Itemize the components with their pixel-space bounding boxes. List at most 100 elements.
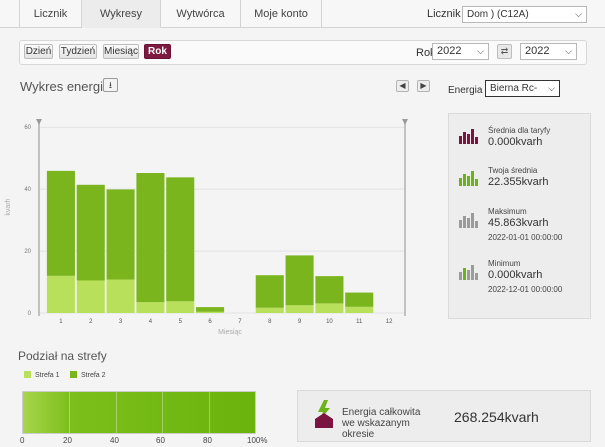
bar-zone2-11 [345,292,374,307]
energy-label: Energia [448,85,483,96]
range-handle-left-cap [36,119,42,125]
legend-swatch [24,371,31,378]
y-axis-label: kvarh [5,198,12,215]
y-tick-label: 0 [28,311,32,317]
y-tick-label: 20 [24,249,31,255]
legend-zone-1: Strefa 1 [24,371,60,379]
tab-moje-konto[interactable]: Moje konto [241,0,322,28]
arrow-left-icon[interactable]: ◀ [396,80,409,92]
chart-bars [46,170,374,313]
stat-date: 2022-01-01 00:00:00 [488,233,563,242]
x-tick-label: 11 [356,319,363,325]
zones-title: Podział na strefy [18,349,107,363]
bar-zone1-2 [76,280,105,313]
period-button-month[interactable]: Miesiąc [103,44,139,59]
stat-title: Twoja średnia [488,166,538,175]
x-axis-label: Miesiąc [218,329,242,336]
legend-label: Strefa 2 [81,372,106,379]
zone-tick: 40 [110,436,119,445]
bar-zone1-11 [345,306,374,313]
stats-panel: Średnia dla taryfy 0.000kvarh Twoja śred… [448,113,591,319]
year-from-select[interactable]: 2022 ⌵ [432,43,489,60]
period-button-year[interactable]: Rok [144,44,171,59]
house-energy-icon [315,400,333,428]
bar-zone1-1 [46,275,75,313]
swap-icon[interactable]: ⇄ [497,44,512,59]
year-from-value: 2022 [437,45,462,57]
energy-type-select[interactable]: Bierna Rc- ⌵ [485,80,560,97]
stat-value: 22.355kvarh [488,176,549,188]
zone-tick: 80 [203,436,212,445]
zone-bar-gridline [116,392,117,433]
stat-value: 0.000kvarh [488,269,543,281]
main-tabs: Licznik Wykresy Wytwórca Moje konto [19,0,322,28]
period-button-day[interactable]: Dzień [24,44,53,59]
x-tick-label: 4 [149,319,153,325]
zone-tick: 60 [156,436,165,445]
chart-title: Wykres energii [20,79,106,94]
meter-select[interactable]: Dom ) (C12A) ⌵ [462,6,587,23]
x-tick-label: 12 [386,319,393,325]
y-tick-label: 60 [24,125,31,131]
save-icon[interactable]: ⭳ [103,78,118,92]
year-label: Rok [416,47,436,59]
chevron-down-icon: ⌵ [565,46,572,56]
bar-zone1-3 [106,279,135,313]
bar-zone2-9 [285,255,314,306]
bar-chart-icon [459,129,478,144]
tab-wykresy[interactable]: Wykresy [82,0,161,28]
year-to-value: 2022 [525,45,550,57]
legend-zone-2: Strefa 2 [70,371,106,379]
tab-wytworca[interactable]: Wytwórca [161,0,241,28]
chevron-down-icon: ⌵ [548,83,555,93]
bar-zone2-1 [46,170,75,276]
legend-label: Strefa 1 [35,372,60,379]
x-tick-label: 2 [89,319,93,325]
zone-tick: 20 [63,436,72,445]
x-tick-label: 8 [268,319,272,325]
period-button-week[interactable]: Tydzień [59,44,97,59]
stat-title: Minimum [488,259,521,268]
stat-value: 45.863kvarh [488,217,549,229]
year-to-select[interactable]: 2022 ⌵ [520,43,577,60]
meter-label: Licznik [427,8,461,20]
chevron-down-icon: ⌵ [575,9,582,19]
bar-zone1-5 [166,301,195,313]
chart-x-ticks: 1 2 3 4 5 6 7 8 9 10 11 12 [59,319,393,325]
zones-bar [22,391,256,434]
total-energy-label: Energia całkowita we wskazanym okresie [342,407,421,440]
bar-zone2-10 [315,276,344,304]
bar-chart-icon [459,213,478,228]
x-tick-label: 9 [298,319,302,325]
bar-zone1-6 [196,311,225,313]
y-tick-label: 40 [24,187,31,193]
bar-zone1-4 [136,302,165,313]
bar-zone1-10 [315,303,344,313]
chevron-down-icon: ⌵ [477,46,484,56]
stat-value: 0.000kvarh [488,136,543,148]
top-navigation: Licznik Wykresy Wytwórca Moje konto Licz… [0,0,605,28]
tab-licznik[interactable]: Licznik [19,0,82,28]
total-energy-box: Energia całkowita we wskazanym okresie 2… [297,390,591,442]
chart-y-ticks: 0 20 40 60 [24,125,31,317]
zone-tick: 100% [247,436,268,445]
bar-chart-icon [459,265,478,280]
stat-title: Maksimum [488,207,527,216]
bar-zone2-6 [196,307,225,312]
bar-zone1-8 [255,307,284,313]
zone-bar-gridline [69,392,70,433]
energy-type-value: Bierna Rc- [490,83,538,94]
stat-date: 2022-12-01 00:00:00 [488,285,563,294]
total-energy-value: 268.254kvarh [454,409,539,425]
bar-zone2-3 [106,189,135,280]
range-handle-right-cap [402,119,408,125]
bar-zone1-9 [285,305,314,313]
zone-tick: 0 [20,436,25,445]
x-tick-label: 3 [119,319,123,325]
bar-chart-icon [459,171,478,186]
bar-zone2-8 [255,275,284,308]
bar-zone2-2 [76,184,105,281]
arrow-right-icon[interactable]: ▶ [417,80,430,92]
legend-swatch [70,371,77,378]
x-tick-label: 7 [238,319,242,325]
